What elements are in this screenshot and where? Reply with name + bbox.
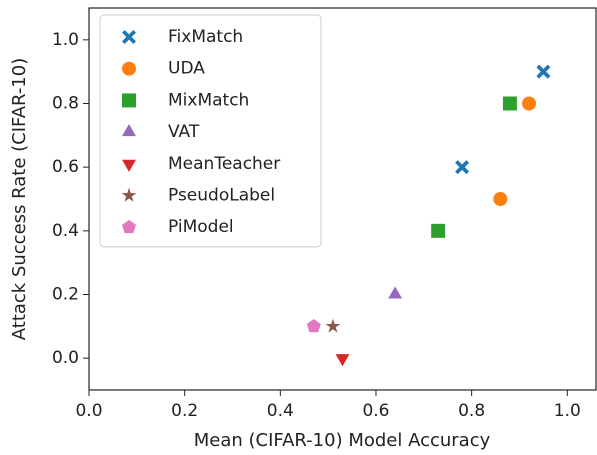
point	[455, 160, 470, 175]
x-tick-label: 1.0	[554, 401, 581, 421]
x-tick-label: 0.0	[75, 401, 102, 421]
legend-marker	[121, 187, 137, 202]
point	[522, 96, 537, 111]
y-tick-label: 0.0	[52, 348, 79, 368]
y-tick-label: 0.4	[52, 221, 79, 241]
legend-label: FixMatch	[168, 27, 243, 47]
plot-frame	[88, 7, 597, 391]
legend-label: MixMatch	[168, 90, 249, 110]
point	[306, 318, 321, 333]
y-tick-label: 0.8	[52, 94, 79, 114]
point	[493, 192, 508, 207]
y-tick-label: 0.6	[52, 157, 79, 177]
point	[502, 96, 517, 111]
point	[431, 223, 446, 238]
legend-marker	[122, 124, 136, 137]
x-tick-label: 0.2	[171, 401, 198, 421]
legend-marker	[122, 61, 136, 76]
legend-box	[99, 14, 322, 248]
x-tick-label: 0.4	[267, 401, 294, 421]
x-tick-label: 0.6	[362, 401, 389, 421]
y-tick-label: 0.2	[52, 285, 79, 305]
legend-label: MeanTeacher	[168, 154, 280, 174]
legend-marker	[122, 219, 136, 234]
legend-label: UDA	[168, 59, 205, 79]
legend-label: PseudoLabel	[168, 186, 275, 206]
x-tick-label: 0.8	[458, 401, 485, 421]
legend-label: VAT	[168, 122, 200, 142]
x-axis-label: Mean (CIFAR-10) Model Accuracy	[194, 430, 491, 451]
y-tick-label: 1.0	[52, 30, 79, 50]
point	[325, 318, 341, 333]
point	[536, 64, 551, 79]
y-axis-label: Attack Success Rate (CIFAR-10)	[9, 58, 30, 340]
point	[335, 354, 350, 367]
legend-marker	[122, 30, 136, 44]
legend-marker	[122, 93, 136, 108]
legend-label: PiModel	[168, 217, 234, 237]
point	[388, 286, 403, 299]
legend-marker	[122, 159, 136, 172]
